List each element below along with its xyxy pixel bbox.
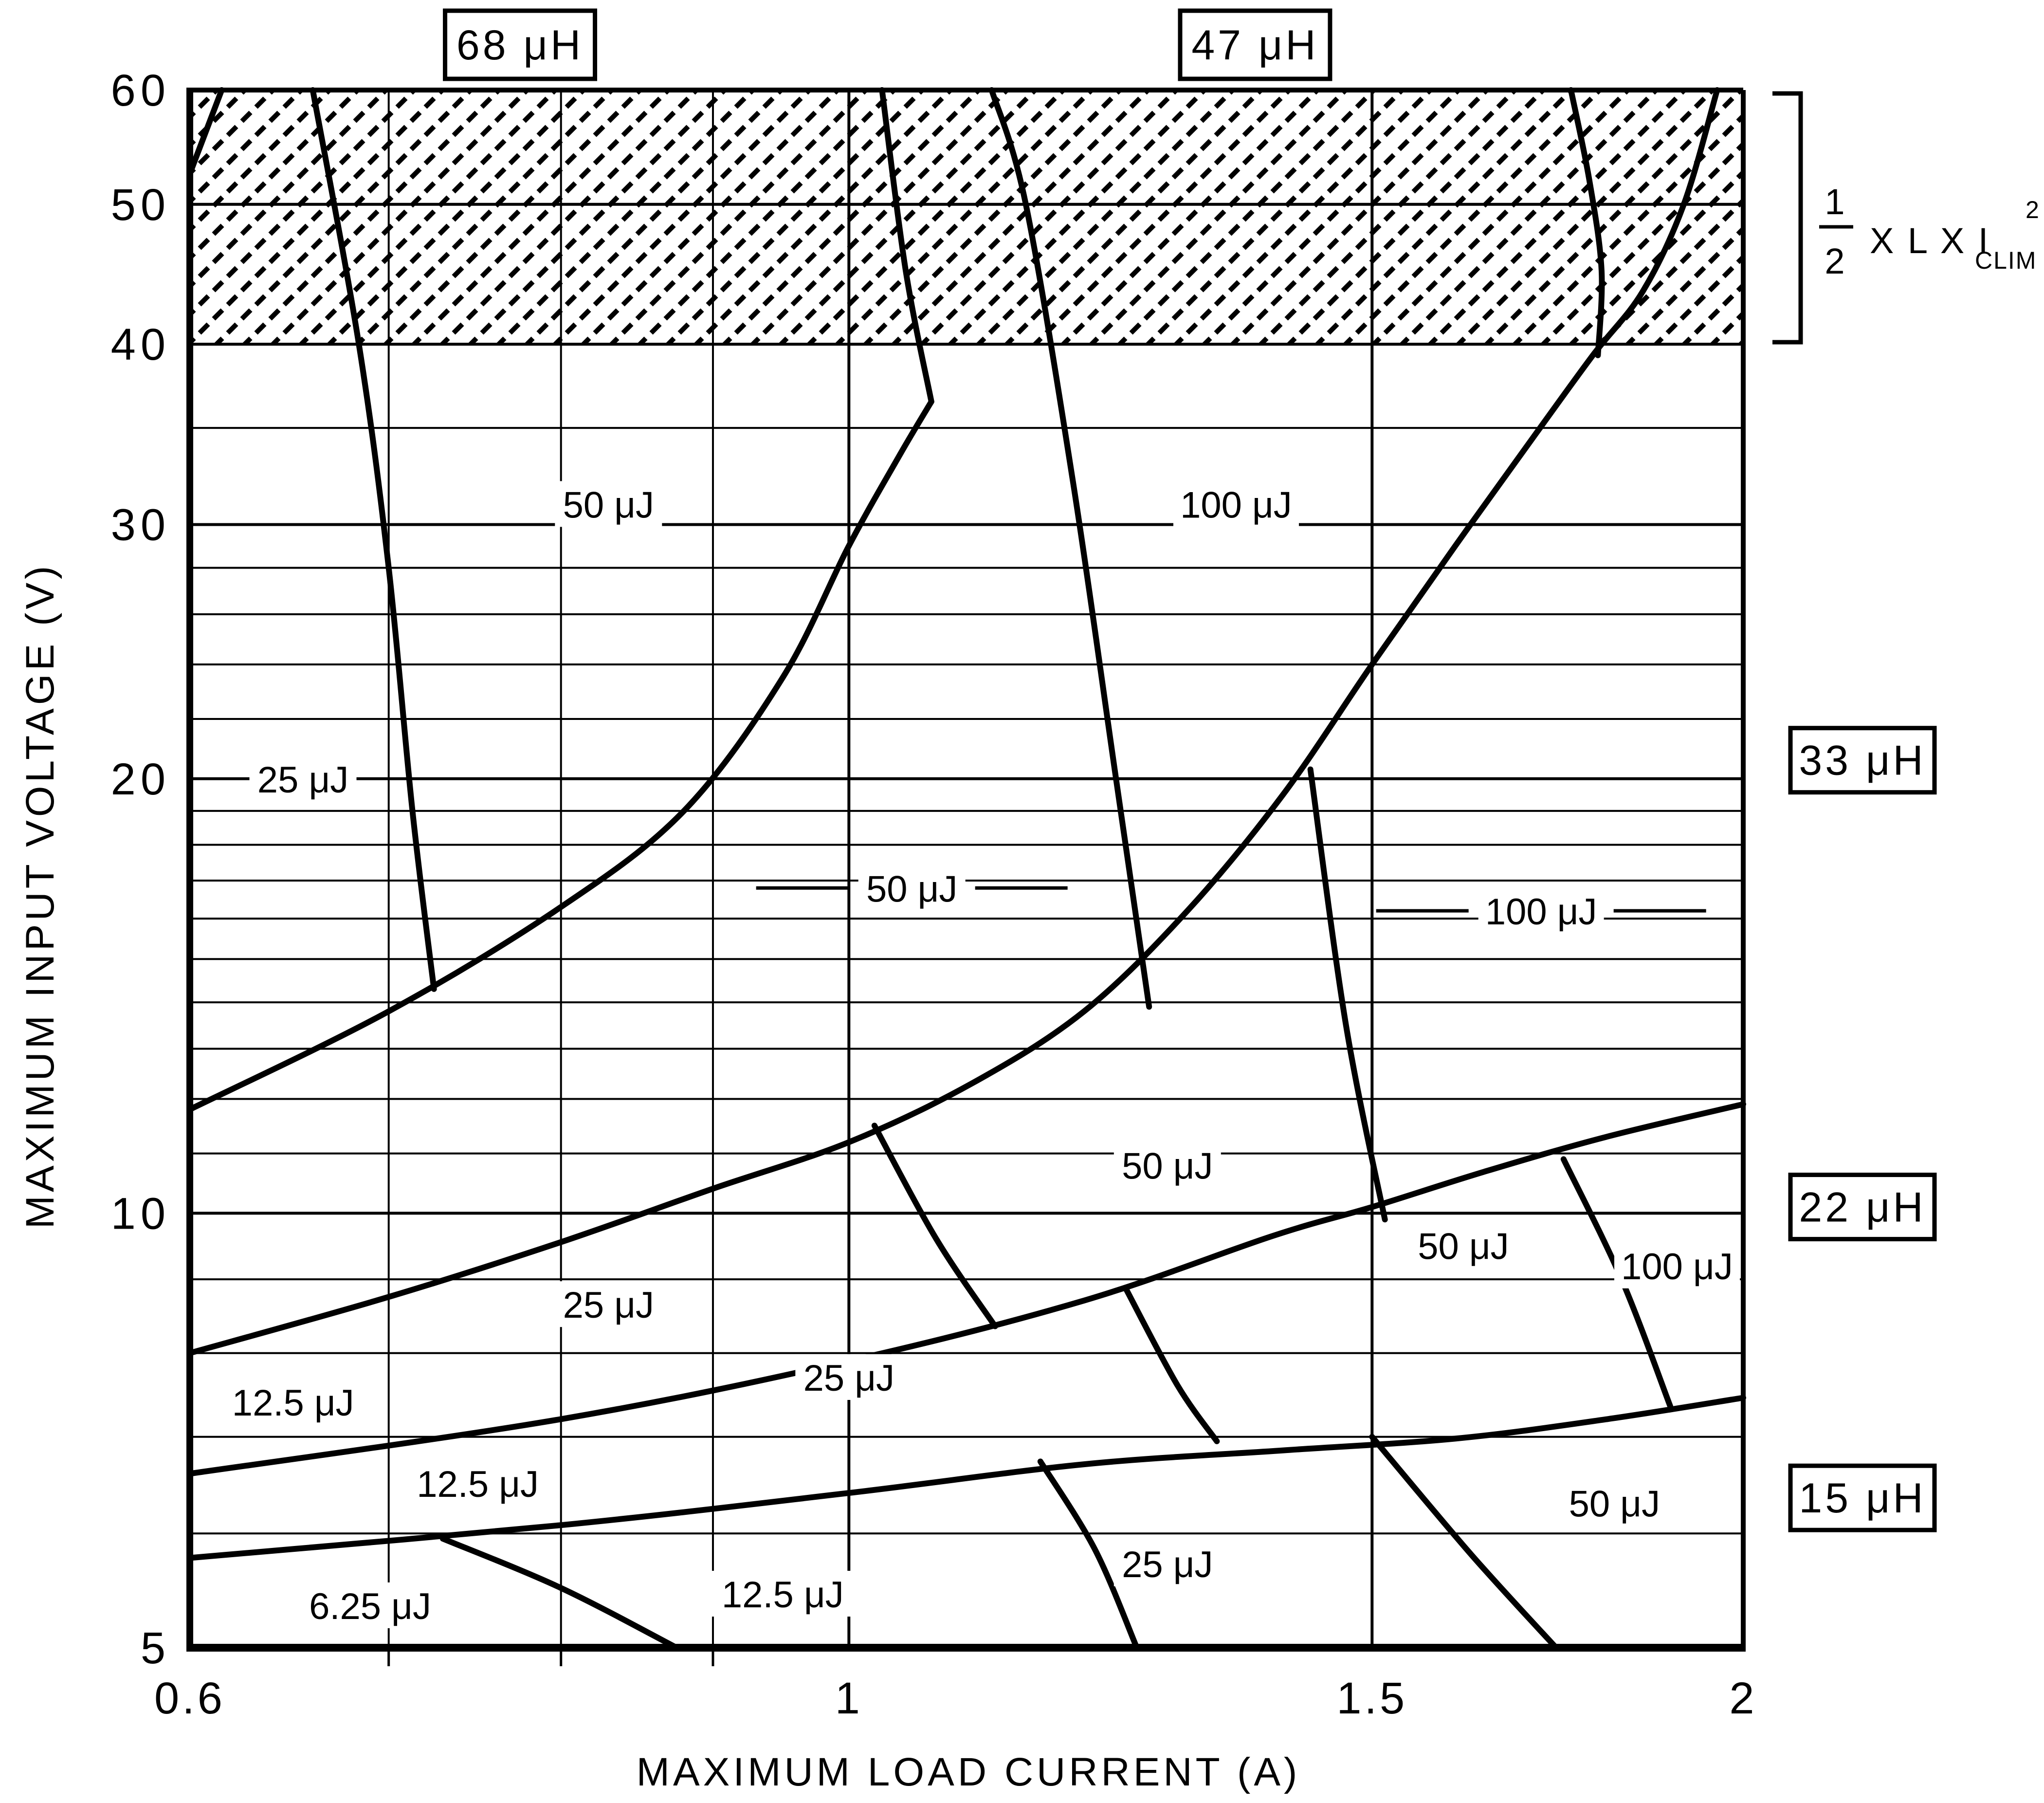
energy-label-bg-13 [711, 1571, 855, 1617]
y-axis-title: MAXIMUM INPUT VOLTAGE (V) [18, 563, 62, 1229]
sep-15uH-25-50uJ [1369, 1434, 1559, 1651]
boundary-68uH-47uH-upper [879, 87, 934, 405]
inductor-box-label-1: 47 μH [1191, 22, 1318, 69]
inductor-box-3 [1788, 1173, 1937, 1242]
y-tick-label-30: 30 [111, 500, 170, 550]
energy-label-bg-9 [795, 1354, 903, 1400]
energy-label-bg-5 [555, 1281, 662, 1327]
energy-label-12: 6.25 μJ [309, 1586, 431, 1627]
energy-label-bg-12 [298, 1582, 442, 1628]
formula-body: X L X I [1870, 221, 1990, 261]
energy-label-0: 25 μJ [257, 759, 348, 801]
energy-label-bg-3 [858, 865, 966, 911]
formula-fraction-denominator: 2 [1825, 241, 1846, 281]
y-tick-label-50: 50 [111, 180, 170, 230]
x-tick-label-1.5: 1.5 [1336, 1674, 1407, 1723]
inductor-box-label-4: 15 μH [1799, 1475, 1926, 1522]
sep-33uH-50-100uJ [1307, 766, 1388, 1223]
energy-label-6: 12.5 μJ [232, 1382, 354, 1424]
inductor-box-4 [1788, 1463, 1937, 1532]
energy-label-bg-15 [1561, 1480, 1668, 1526]
inductor-box-1 [1178, 8, 1332, 81]
sep-68uH-25-50uJ [310, 87, 437, 992]
energy-label-bg-6 [221, 1379, 365, 1425]
energy-label-11: 100 μJ [1621, 1246, 1733, 1288]
boundary-22uH-15uH [187, 1395, 1746, 1561]
sep-47uH-100uJ-right [1568, 87, 1605, 358]
energy-label-bg-2 [1173, 481, 1299, 527]
sep-15uH-6.25-12.5uJ [439, 1536, 680, 1651]
energy-label-9: 25 μJ [803, 1358, 894, 1399]
energy-label-bg-11 [1614, 1242, 1740, 1288]
energy-label-5: 25 μJ [563, 1285, 654, 1326]
energy-label-2: 100 μJ [1180, 484, 1292, 526]
energy-label-bg-14 [1113, 1540, 1221, 1586]
energy-label-7: 50 μJ [1122, 1145, 1213, 1187]
energy-label-bg-4 [1478, 888, 1604, 934]
energy-label-10: 50 μJ [1418, 1226, 1509, 1267]
formula-subscript: CLIM [1975, 247, 2037, 274]
formula-fraction-numerator: 1 [1825, 182, 1846, 222]
energy-label-8: 12.5 μJ [417, 1464, 539, 1505]
energy-label-3: 50 μJ [866, 868, 957, 910]
inductor-box-0 [443, 8, 598, 81]
hatched-energy-region [190, 90, 1743, 345]
y-tick-label-10: 10 [111, 1189, 170, 1238]
y-tick-label-20: 20 [111, 754, 170, 804]
y-tick-label-60: 60 [111, 66, 170, 115]
energy-label-13: 12.5 μJ [722, 1574, 844, 1616]
x-tick-label-2: 2 [1729, 1674, 1757, 1723]
energy-label-4: 100 μJ [1485, 891, 1597, 933]
sep-33uH-25-50uJ [871, 1122, 998, 1329]
boundary-47uH-33uH [187, 87, 1720, 1356]
y-tick-label-40: 40 [111, 320, 170, 369]
sep-47uH-50-100uJ [988, 87, 1152, 1010]
sep-68uH-corner-25uJ [187, 87, 225, 177]
energy-label-bg-0 [249, 755, 357, 802]
formula-superscript: 2 [2026, 196, 2040, 223]
x-tick-label-1: 1 [835, 1674, 863, 1723]
sep-15uH-12.5-25uJ [1037, 1458, 1140, 1651]
energy-label-bg-7 [1113, 1142, 1221, 1188]
inductor-box-label-2: 33 μH [1799, 737, 1926, 784]
boundary-33uH-22uH [187, 1101, 1746, 1477]
inductor-box-label-0: 68 μH [456, 22, 584, 69]
energy-label-15: 50 μJ [1569, 1483, 1660, 1525]
boundary-68uH-47uH [187, 399, 934, 1113]
bracket [1772, 91, 1803, 345]
energy-formula-group: 1 2 X L X I CLIM 2 [1772, 91, 2040, 345]
energy-label-1: 50 μJ [563, 484, 654, 526]
inductor-box-label-3: 22 μH [1799, 1184, 1926, 1231]
energy-label-bg-10 [1409, 1222, 1517, 1269]
energy-label-14: 25 μJ [1122, 1544, 1213, 1585]
sep-22uH-25-50uJ [1123, 1287, 1220, 1444]
y-tick-label-5: 5 [141, 1623, 170, 1673]
inductor-box-2 [1788, 726, 1937, 795]
energy-label-bg-8 [405, 1460, 550, 1507]
x-tick-label-0.6: 0.6 [154, 1674, 225, 1723]
energy-label-bg-1 [555, 481, 662, 527]
x-axis-title: MAXIMUM LOAD CURRENT (A) [637, 1750, 1301, 1794]
